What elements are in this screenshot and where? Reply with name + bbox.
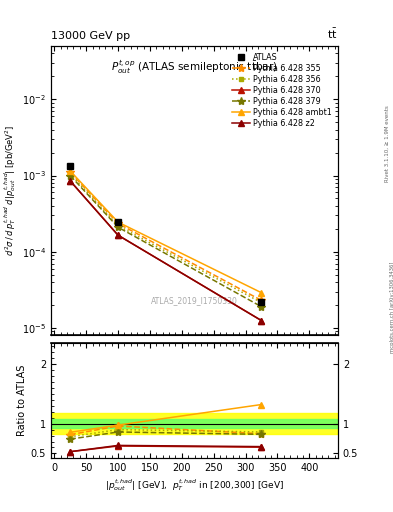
Line: Pythia 6.428 370: Pythia 6.428 370 bbox=[68, 178, 264, 324]
ATLAS bbox=[116, 219, 120, 225]
Text: ATLAS_2019_I1750330: ATLAS_2019_I1750330 bbox=[151, 296, 238, 305]
Line: Pythia 6.428 z2: Pythia 6.428 z2 bbox=[68, 178, 264, 324]
Pythia 6.428 356 bbox=[68, 171, 73, 177]
ATLAS bbox=[68, 162, 73, 168]
Pythia 6.428 z2 bbox=[259, 317, 264, 324]
Y-axis label: Ratio to ATLAS: Ratio to ATLAS bbox=[17, 365, 27, 436]
Pythia 6.428 356 bbox=[259, 300, 264, 306]
Line: Pythia 6.428 355: Pythia 6.428 355 bbox=[66, 168, 266, 305]
Y-axis label: $d^2\sigma\,/\,d\,p_T^{t,had}\,d\,|p_{out}^{t,had}|$ [pb/GeV$^2$]: $d^2\sigma\,/\,d\,p_T^{t,had}\,d\,|p_{ou… bbox=[2, 125, 18, 257]
Pythia 6.428 ambt1 bbox=[68, 168, 73, 174]
X-axis label: $|p_{out}^{t,had}|$ [GeV],  $p_T^{t,had}$ in [200,300] [GeV]: $|p_{out}^{t,had}|$ [GeV], $p_T^{t,had}$… bbox=[105, 477, 284, 493]
ATLAS bbox=[259, 299, 264, 305]
Pythia 6.428 370 bbox=[259, 317, 264, 324]
Pythia 6.428 ambt1 bbox=[116, 219, 120, 225]
Text: mcplots.cern.ch [arXiv:1306.3436]: mcplots.cern.ch [arXiv:1306.3436] bbox=[390, 262, 393, 353]
Text: $P_{out}^{t,op}$ (ATLAS semileptonic t$\bar{\rm t}$bar): $P_{out}^{t,op}$ (ATLAS semileptonic t$\… bbox=[111, 58, 278, 76]
Pythia 6.428 379 bbox=[259, 304, 264, 310]
Pythia 6.428 370 bbox=[68, 178, 73, 184]
Pythia 6.428 355 bbox=[68, 169, 73, 176]
Line: ATLAS: ATLAS bbox=[67, 162, 264, 305]
Pythia 6.428 ambt1 bbox=[259, 290, 264, 296]
Pythia 6.428 370 bbox=[116, 232, 120, 238]
Pythia 6.428 355 bbox=[116, 220, 120, 226]
Text: 13000 GeV pp: 13000 GeV pp bbox=[51, 31, 130, 40]
Pythia 6.428 z2 bbox=[68, 178, 73, 184]
Text: t$\bar{\rm t}$: t$\bar{\rm t}$ bbox=[327, 26, 338, 40]
Pythia 6.428 379 bbox=[116, 224, 120, 230]
Text: Rivet 3.1.10, ≥ 1.9M events: Rivet 3.1.10, ≥ 1.9M events bbox=[385, 105, 389, 182]
Legend: ATLAS, Pythia 6.428 355, Pythia 6.428 356, Pythia 6.428 370, Pythia 6.428 379, P: ATLAS, Pythia 6.428 355, Pythia 6.428 35… bbox=[230, 50, 334, 130]
Line: Pythia 6.428 379: Pythia 6.428 379 bbox=[66, 172, 266, 311]
Line: Pythia 6.428 356: Pythia 6.428 356 bbox=[68, 172, 264, 305]
Pythia 6.428 z2 bbox=[116, 232, 120, 238]
Line: Pythia 6.428 ambt1: Pythia 6.428 ambt1 bbox=[68, 168, 264, 295]
Pythia 6.428 356 bbox=[116, 223, 120, 229]
Pythia 6.428 379 bbox=[68, 173, 73, 179]
Bar bbox=[51, 414, 338, 434]
Bar bbox=[51, 419, 338, 428]
Pythia 6.428 355 bbox=[259, 297, 264, 304]
